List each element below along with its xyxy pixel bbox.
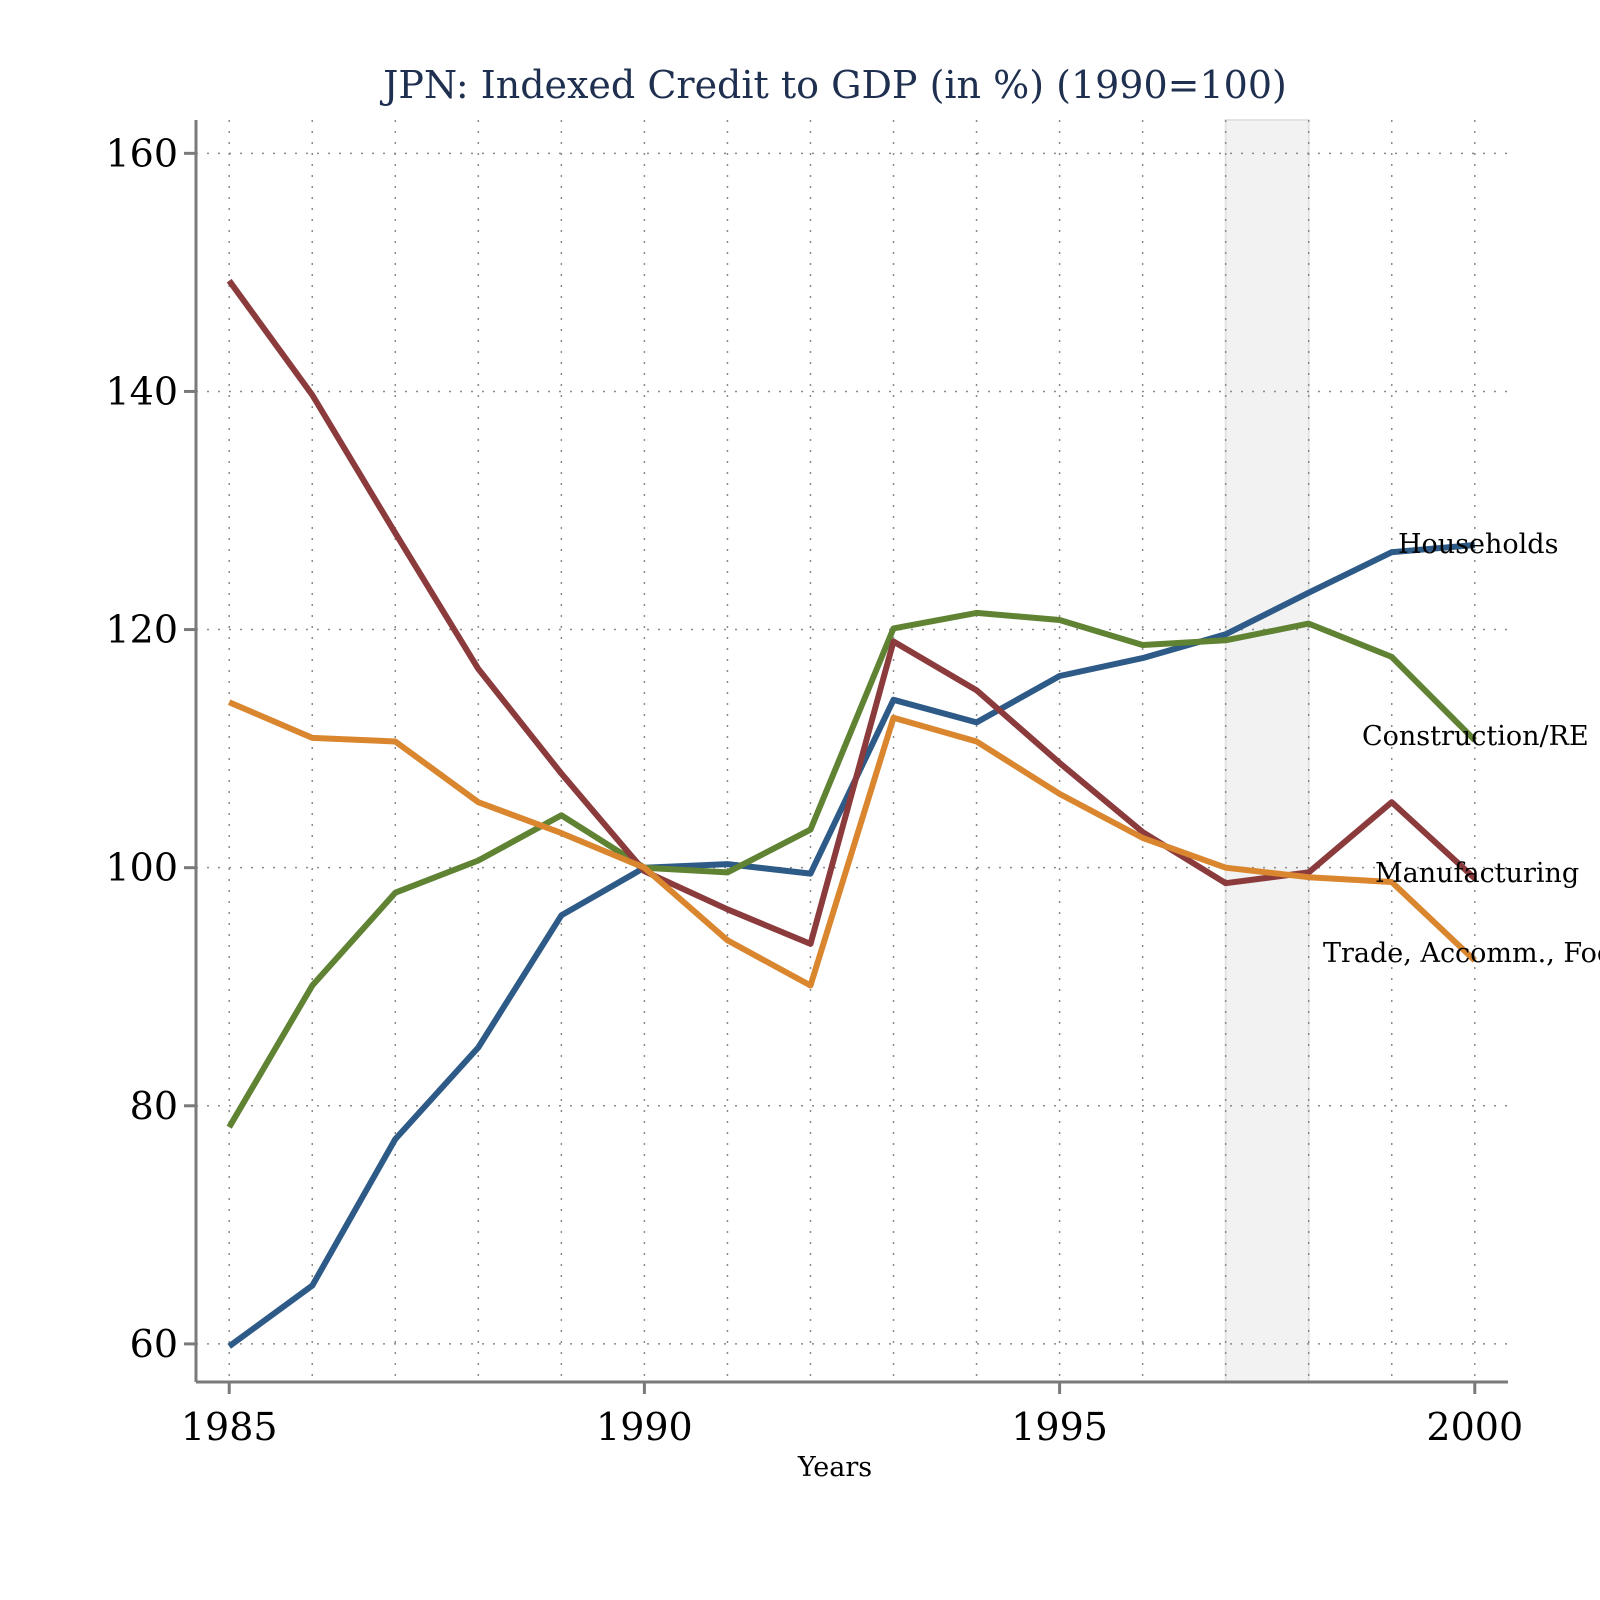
y-tick-label: 140 [105, 369, 178, 413]
shaded-period [1224, 119, 1310, 1383]
y-tick-label: 60 [130, 1322, 178, 1366]
shaded-period-band [1224, 119, 1310, 1383]
axes [194, 120, 1508, 1384]
x-tick-label: 2000 [1426, 1405, 1523, 1449]
ticks: 60 80 100 120 140 160 1985 1990 1995 2000 [105, 131, 1523, 1449]
series-labels: Households Construction/RE Manufacturing Tr… [1323, 529, 1600, 969]
y-tick-label: 100 [105, 846, 178, 890]
series-label-households: Households [1398, 529, 1558, 560]
series-line-manufacturing [226, 278, 1477, 947]
series-label-manufacturing: Manufacturing [1375, 858, 1579, 889]
y-tick-label: 80 [130, 1084, 178, 1128]
x-tick-label: 1995 [1011, 1405, 1108, 1449]
chart-title: JPN: Indexed Credit to GDP (in %) (1990=… [379, 63, 1287, 107]
series-line-construction-re [226, 609, 1477, 1129]
x-axis-label: Years [797, 1452, 872, 1483]
x-tick-label: 1990 [596, 1405, 693, 1449]
y-tick-label: 120 [105, 608, 178, 652]
series-label-trade-accomm-food: Trade, Accomm., Food [1323, 938, 1600, 969]
series-lines [226, 278, 1477, 1349]
series-label-construction-re: Construction/RE [1362, 721, 1589, 752]
x-tick-label: 1985 [181, 1405, 278, 1449]
y-tick-label: 160 [105, 131, 178, 175]
grid [196, 120, 1508, 1382]
series-line-trade-accomm-food [228, 699, 1477, 989]
